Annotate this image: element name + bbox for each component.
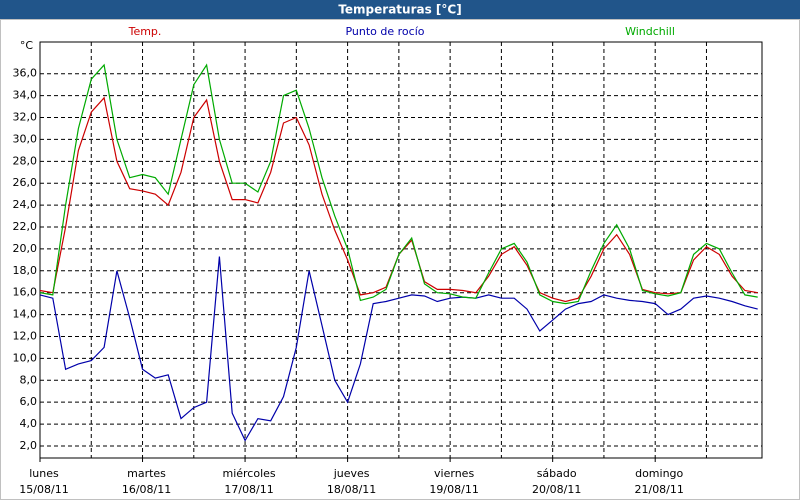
legend-label: Punto de rocío [345, 25, 424, 38]
series-line [39, 256, 758, 442]
x-tick-date: 15/08/11 [19, 483, 68, 496]
y-tick-label: 30,0 [13, 132, 38, 145]
x-tick-label: lunes [29, 467, 59, 480]
x-tick-date: 17/08/11 [224, 483, 273, 496]
y-tick-label: 24,0 [13, 198, 38, 211]
x-tick-label: jueves [333, 467, 370, 480]
x-tick-date: 21/08/11 [634, 483, 683, 496]
y-tick-label: 4,0 [20, 417, 38, 430]
y-tick-label: 10,0 [13, 351, 38, 364]
x-tick-label: martes [127, 467, 166, 480]
y-tick-label: 2,0 [20, 439, 38, 452]
y-tick-label: 18,0 [13, 264, 38, 277]
x-tick-date: 18/08/11 [327, 483, 376, 496]
y-tick-label: 34,0 [13, 89, 38, 102]
frame [0, 19, 800, 500]
x-tick-label: viernes [434, 467, 474, 480]
y-tick-label: 6,0 [20, 395, 38, 408]
y-tick-label: 36,0 [13, 67, 38, 80]
x-tick-label: domingo [635, 467, 683, 480]
x-tick-date: 20/08/11 [532, 483, 581, 496]
series-line [39, 63, 758, 305]
y-tick-label: 8,0 [20, 373, 38, 386]
y-tick-label: 14,0 [13, 308, 38, 321]
x-tick-label: sábado [537, 467, 577, 480]
y-tick-label: 12,0 [13, 329, 38, 342]
title-bar [0, 0, 800, 19]
y-unit: °C [20, 39, 34, 52]
y-tick-label: 22,0 [13, 220, 38, 233]
y-tick-label: 28,0 [13, 154, 38, 167]
y-tick-label: 20,0 [13, 242, 38, 255]
plot-border [39, 41, 763, 459]
x-tick-date: 19/08/11 [429, 483, 478, 496]
legend-label: Windchill [625, 25, 675, 38]
chart-title: Temperaturas [°C] [338, 3, 461, 17]
x-tick-label: miércoles [222, 467, 275, 480]
y-tick-label: 32,0 [13, 111, 38, 124]
x-tick-date: 16/08/11 [122, 483, 171, 496]
y-tick-label: 16,0 [13, 286, 38, 299]
legend-label: Temp. [128, 25, 162, 38]
y-tick-label: 26,0 [13, 176, 38, 189]
